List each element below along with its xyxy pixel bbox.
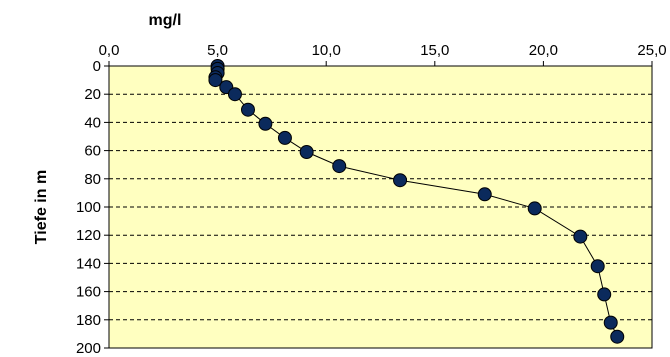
data-point (227, 87, 242, 102)
x-tick-label: 0,0 (99, 42, 120, 59)
data-point (610, 329, 625, 344)
data-point (208, 73, 223, 88)
x-tick-label: 5,0 (207, 42, 228, 59)
data-point (241, 102, 256, 117)
y-axis: 0 20 40 60 80 100 120 140 160 180 200 (76, 58, 109, 357)
y-tick-label: 140 (76, 255, 101, 272)
data-point (332, 159, 347, 174)
data-point (603, 315, 618, 330)
series-layer (208, 59, 625, 344)
plot-area (109, 66, 652, 348)
data-point (590, 259, 605, 274)
data-point (477, 187, 492, 202)
data-point (258, 116, 273, 131)
y-tick-label: 160 (76, 284, 101, 301)
data-point (527, 201, 542, 216)
data-point (277, 130, 292, 145)
y-tick-label: 0 (93, 58, 101, 75)
x-axis: 0,0 5,0 10,0 15,0 20,0 25,0 (99, 42, 667, 66)
x-tick-label: 25,0 (637, 42, 666, 59)
y-tick-label: 60 (84, 143, 101, 160)
y-tick-label: 20 (84, 86, 101, 103)
data-point (299, 145, 314, 160)
data-point (597, 287, 612, 302)
x-tick-label: 20,0 (529, 42, 558, 59)
data-point (393, 173, 408, 188)
y-tick-label: 200 (76, 340, 101, 357)
x-axis-title: mg/l (149, 12, 182, 29)
y-tick-label: 80 (84, 171, 101, 188)
x-tick-label: 10,0 (312, 42, 341, 59)
y-axis-title: Tiefe in m (33, 170, 50, 244)
y-tick-label: 100 (76, 199, 101, 216)
y-tick-label: 180 (76, 312, 101, 329)
y-tick-label: 40 (84, 114, 101, 131)
y-tick-label: 120 (76, 227, 101, 244)
data-point (573, 229, 588, 244)
x-tick-label: 15,0 (420, 42, 449, 59)
